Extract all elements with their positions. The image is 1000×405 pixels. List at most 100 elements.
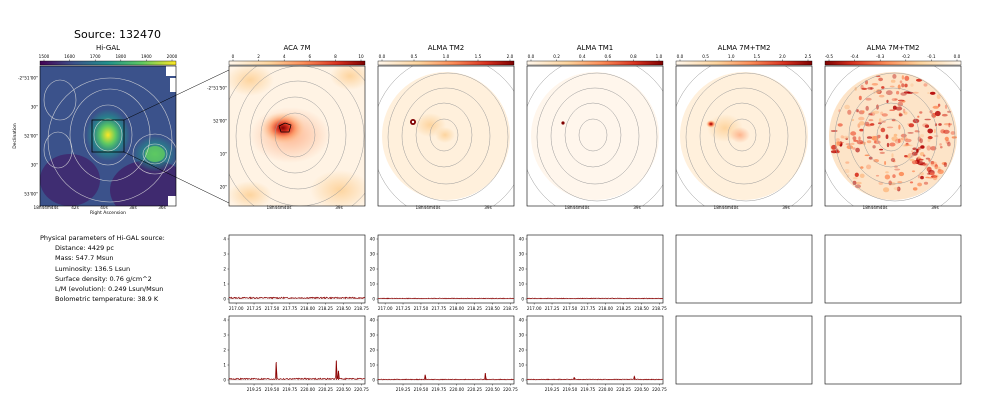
spectrum-panel: 0 1 2 3 4 217.00 217.25 217.50 217.75 218.00 218.2… xyxy=(223,234,369,311)
colorbar-tick-label: 0 xyxy=(232,54,235,59)
colorbar-tick-label: 4 xyxy=(283,54,286,59)
residual-speckle xyxy=(866,140,872,144)
residual-speckle xyxy=(904,155,908,158)
residual-speckle xyxy=(928,158,931,162)
x-tick-label: 39s xyxy=(931,205,939,210)
residual-speckle xyxy=(891,98,897,102)
residual-speckle xyxy=(852,136,857,141)
residual-speckle xyxy=(872,110,880,114)
colorbar-tick-label: -0.5 xyxy=(825,54,834,59)
ylabel-higal: Declination xyxy=(12,123,18,149)
x-tick-label: 218.25 xyxy=(616,306,631,311)
x-tick-label: 219.50 xyxy=(414,387,429,392)
residual-speckle xyxy=(938,123,942,126)
y-tick-label: 1 xyxy=(223,282,226,287)
x-tick-label: 36s xyxy=(158,205,166,210)
residual-speckle xyxy=(886,126,894,129)
residual-speckle xyxy=(941,162,947,165)
residual-speckle xyxy=(891,153,894,158)
colorbar-tick-label: -0.3 xyxy=(876,54,885,59)
x-tick-label: 217.75 xyxy=(581,306,596,311)
residual-speckle xyxy=(844,104,850,110)
residual-speckle xyxy=(868,119,874,122)
panel-higal: Hi-GAL 1500 1600 1700 1800 1900 2000 xyxy=(12,44,230,216)
x-tick-label: 218.75 xyxy=(503,306,518,311)
x-tick-label: 217.25 xyxy=(545,306,560,311)
residual-speckle xyxy=(920,134,925,138)
residual-speckle xyxy=(912,147,917,151)
residual-speckle xyxy=(920,152,925,156)
residual-speckle xyxy=(858,116,865,121)
residual-speckle xyxy=(864,154,870,157)
residual-speckle xyxy=(922,123,929,128)
colorbar-tick-label: 1.0 xyxy=(443,54,450,59)
x-tick-label: 42s xyxy=(71,205,79,210)
residual-speckle xyxy=(934,110,941,117)
residual-speckle xyxy=(904,138,912,143)
residual-speckle xyxy=(870,87,873,90)
image-7m-tm2 xyxy=(676,66,812,206)
x-tick-label: 218.00 xyxy=(449,306,464,311)
residual-speckle xyxy=(866,136,873,139)
residual-speckle xyxy=(948,122,951,128)
residual-speckle xyxy=(830,130,838,132)
y-tick-label: 10 xyxy=(519,363,525,368)
residual-speckle xyxy=(907,153,911,157)
residual-speckle xyxy=(908,123,915,128)
residual-speckle xyxy=(875,174,880,177)
x-tick-label: 18h44m40s xyxy=(863,205,888,210)
residual-speckle xyxy=(859,173,865,178)
colorbar-tick-label: 0.5 xyxy=(702,54,709,59)
residual-speckle xyxy=(845,161,850,164)
residual-speckle xyxy=(885,171,889,174)
image-tm1 xyxy=(527,66,663,206)
y-tick-label: 20" xyxy=(220,185,227,190)
residual-speckle xyxy=(934,166,941,170)
residual-speckle xyxy=(933,128,936,134)
x-tick-label: 220.25 xyxy=(467,387,482,392)
x-tick-label: 218.50 xyxy=(336,306,351,311)
colorbar-tick-label: 10 xyxy=(358,54,364,59)
residual-speckle xyxy=(919,111,923,114)
residual-speckle xyxy=(944,136,949,141)
x-tick-label: 18h44m40s xyxy=(267,205,292,210)
panel-tm1: ALMA TM1 0.0 0.2 0.4 0.6 0.8 1.0 18h44m40s 39s xyxy=(526,44,664,210)
x-tick-label: 219.25 xyxy=(247,387,262,392)
residual-speckle xyxy=(943,123,951,126)
x-tick-label: 217.00 xyxy=(378,306,393,311)
panel-title-7m-tm2: ALMA 7M+TM2 xyxy=(718,44,771,52)
panel-7m-tm2: ALMA 7M+TM2 0.0 0.5 1.0 1.5 2.0 2.5 18h44m40s… xyxy=(675,44,813,210)
x-tick-label: 217.50 xyxy=(265,306,280,311)
residual-speckle xyxy=(917,146,921,151)
spectrum-frame xyxy=(377,234,515,304)
colorbar-tick-label: 1.5 xyxy=(475,54,482,59)
residual-speckle xyxy=(881,113,888,117)
x-tick-label: 220.50 xyxy=(634,387,649,392)
residual-speckle xyxy=(917,115,920,118)
residual-speckle xyxy=(888,180,892,186)
colorbar-tick-label: 2.0 xyxy=(779,54,786,59)
y-tick-label: 3 xyxy=(223,333,226,338)
x-tick-label: 217.50 xyxy=(414,306,429,311)
residual-speckle xyxy=(909,181,914,184)
spectrum-line xyxy=(377,297,515,300)
residual-speckle xyxy=(879,148,884,151)
x-tick-label: 217.25 xyxy=(247,306,262,311)
colorbar-tick-label: 1800 xyxy=(115,54,126,59)
image-higal xyxy=(40,66,176,206)
colorbar-tick-label: 0.0 xyxy=(528,54,535,59)
colorbar-tick-label: 0.6 xyxy=(604,54,611,59)
residual-speckle xyxy=(923,154,926,157)
residual-speckle xyxy=(862,110,865,113)
y-tick-label: 20 xyxy=(370,267,376,272)
y-tick-label: 4 xyxy=(223,237,226,242)
y-tick-label: 4 xyxy=(223,318,226,323)
params-block: Physical parameters of Hi-GAL source: Di… xyxy=(40,234,165,303)
spectrum-frame xyxy=(377,315,515,385)
residual-speckle xyxy=(855,147,860,153)
panel-title-7m-tm2-residual: ALMA 7M+TM2 xyxy=(867,44,920,52)
y-tick-label: 52'00" xyxy=(213,119,227,124)
y-tick-label: 40 xyxy=(519,318,525,323)
residual-speckle xyxy=(852,180,857,185)
